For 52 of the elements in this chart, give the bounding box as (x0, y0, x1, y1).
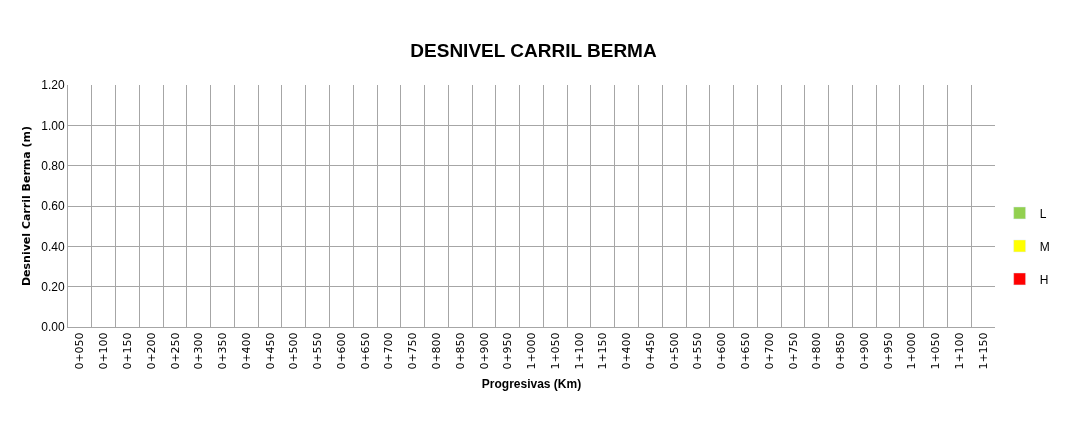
x-axis-title: Progresivas (Km) (481, 376, 582, 391)
y-tick-label: 0.40 (41, 239, 65, 254)
x-tick-label: 0+500 (287, 332, 301, 370)
x-tick-label: 0+350 (216, 332, 230, 370)
x-tick-label: 0+450 (263, 332, 277, 370)
x-tick-label: 0+400 (620, 332, 634, 370)
x-tick-label: 1+000 (905, 332, 919, 370)
x-tick-label: 0+850 (834, 332, 848, 370)
x-tick-label: 0+200 (144, 332, 158, 370)
x-tick-label: 0+800 (430, 332, 443, 370)
x-tick-label: 0+850 (453, 332, 467, 370)
x-tick-label: 0+300 (192, 332, 206, 370)
x-tick-label: 1+100 (572, 332, 586, 370)
x-tick-label: 0+400 (239, 332, 253, 370)
y-tick-label: 0.80 (41, 158, 65, 173)
x-tick-label: 0+100 (97, 332, 111, 370)
x-tick-label: 0+900 (857, 332, 871, 370)
x-tick-label: 0+550 (311, 332, 325, 370)
x-tick-label: 0+700 (382, 332, 396, 370)
y-tick-label: 1.20 (41, 78, 65, 93)
x-tick-label: 1+150 (596, 332, 610, 370)
y-tick-label: 1.00 (41, 118, 65, 133)
x-tick-label: 0+950 (881, 332, 895, 370)
x-tick-label: 0+250 (168, 332, 182, 370)
y-tick-label: 0.00 (41, 320, 65, 335)
x-tick-label: 1+000 (525, 332, 539, 370)
legend-label: M (1039, 239, 1050, 254)
x-tick-label: 0+600 (715, 332, 729, 370)
x-tick-label: 0+750 (406, 332, 420, 370)
y-tick-label: 0.60 (41, 199, 65, 214)
y-tick-label: 0.20 (41, 279, 65, 294)
x-tick-label: 0+950 (501, 332, 515, 370)
x-tick-label: 0+750 (786, 332, 800, 370)
x-tick-label: 0+650 (738, 332, 752, 370)
x-tick-label: 1+100 (952, 332, 966, 370)
x-tick-label: 0+500 (667, 332, 681, 370)
chart-title: DESNIVEL CARRIL BERMA (410, 40, 657, 62)
y-axis-title: Desnivel Carril Berma (m) (19, 125, 33, 287)
legend-label: L (1039, 206, 1047, 221)
x-tick-label: 1+050 (929, 332, 943, 370)
x-tick-label: 0+700 (762, 332, 776, 370)
x-tick-label: 0+450 (643, 332, 657, 370)
x-tick-label: 0+900 (477, 332, 491, 370)
x-tick-label: 1+050 (548, 332, 562, 370)
x-tick-label: 1+150 (976, 332, 990, 370)
x-tick-label: 0+800 (810, 332, 824, 370)
x-tick-label: 0+550 (691, 332, 705, 370)
legend-label: H (1039, 272, 1049, 287)
x-tick-label: 0+600 (334, 332, 348, 370)
x-tick-label: 0+050 (73, 332, 87, 370)
x-tick-label: 0+150 (120, 332, 134, 370)
x-tick-label: 0+650 (358, 332, 372, 370)
